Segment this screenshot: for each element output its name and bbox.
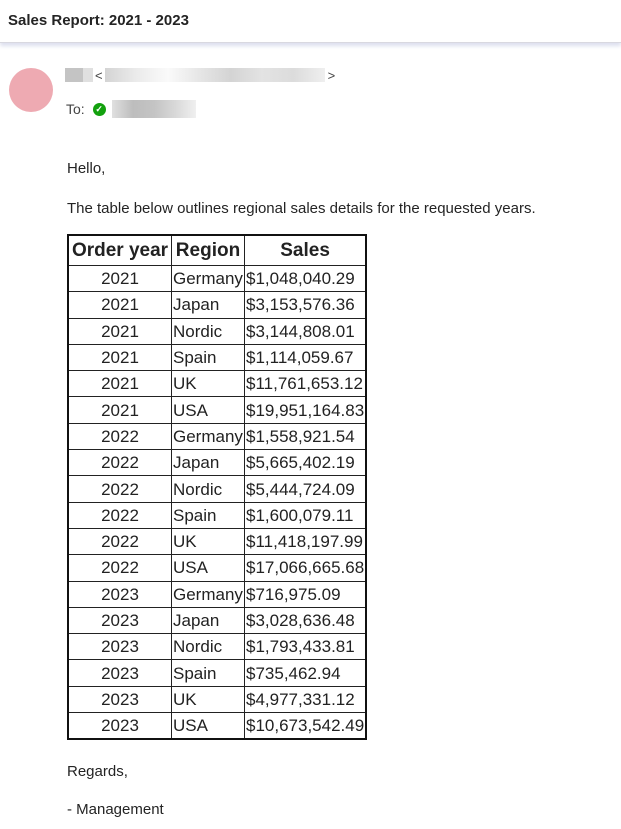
order-year-cell: 2021 (67, 370, 172, 398)
region-cell: Spain (171, 343, 245, 372)
sales-cell: $3,153,576.36 (244, 291, 367, 319)
region-cell: UK (171, 527, 245, 556)
region-cell: Japan (171, 449, 245, 477)
region-cell: Spain (171, 501, 245, 529)
order-year-cell: 2023 (67, 606, 172, 635)
region-cell: Germany (171, 580, 245, 608)
region-cell: UK (171, 370, 245, 398)
table-row: 2021 Japan $3,153,576.36 (67, 291, 367, 319)
sales-cell: $1,048,040.29 (244, 264, 367, 293)
order-year-cell: 2022 (67, 449, 172, 477)
order-year-cell: 2021 (67, 264, 172, 293)
table-row: 2023 Nordic $1,793,433.81 (67, 633, 367, 661)
message-subject: Sales Report: 2021 - 2023 (8, 12, 189, 29)
region-cell: Nordic (171, 317, 245, 345)
region-cell: UK (171, 685, 245, 714)
sales-cell: $1,114,059.67 (244, 343, 367, 372)
sales-cell: $1,558,921.54 (244, 422, 367, 451)
sales-cell: $11,418,197.99 (244, 527, 367, 556)
sales-cell: $10,673,542.49 (244, 712, 367, 740)
sales-cell: $3,144,808.01 (244, 317, 367, 345)
table-row: 2021 USA $19,951,164.83 (67, 396, 367, 424)
verified-check-icon: ✓ (92, 102, 106, 116)
sales-table: Order year Region Sales 2021 Germany $1,04… (67, 234, 368, 741)
order-year-cell: 2023 (67, 712, 172, 740)
order-year-cell: 2021 (67, 343, 172, 372)
region-cell: Japan (171, 291, 245, 319)
table-row: 2023 Germany $716,975.09 (67, 580, 367, 608)
table-row: 2021 Spain $1,114,059.67 (67, 343, 367, 372)
region-cell: USA (171, 396, 245, 424)
table-row: 2023 Japan $3,028,636.48 (67, 606, 367, 635)
region-cell: USA (171, 554, 245, 582)
sales-cell: $5,665,402.19 (244, 449, 367, 477)
table-row: 2023 Spain $735,462.94 (67, 659, 367, 687)
region-cell: Japan (171, 606, 245, 635)
table-row: 2023 USA $10,673,542.49 (67, 712, 367, 740)
region-cell: USA (171, 712, 245, 740)
region-cell: Spain (171, 659, 245, 687)
order-year-cell: 2023 (67, 633, 172, 661)
table-row: 2021 UK $11,761,653.12 (67, 370, 367, 398)
order-year-cell: 2023 (67, 685, 172, 714)
order-year-cell: 2022 (67, 554, 172, 582)
region-cell: Nordic (171, 475, 245, 503)
order-year-cell: 2022 (67, 527, 172, 556)
intro-text: The table below outlines regional sales … (67, 200, 536, 217)
column-header: Region (171, 234, 245, 266)
greeting: Hello, (67, 160, 106, 177)
sales-cell: $735,462.94 (244, 659, 367, 687)
sales-cell: $4,977,331.12 (244, 685, 367, 714)
order-year-cell: 2023 (67, 659, 172, 687)
order-year-cell: 2021 (67, 396, 172, 424)
order-year-cell: 2022 (67, 422, 172, 451)
order-year-cell: 2021 (67, 317, 172, 345)
region-cell: Germany (171, 422, 245, 451)
sales-cell: $5,444,724.09 (244, 475, 367, 503)
recipients: To: ✓ (66, 100, 196, 118)
table-row: 2021 Nordic $3,144,808.01 (67, 317, 367, 345)
recipient-redacted[interactable] (111, 100, 196, 118)
sender-avatar[interactable] (9, 68, 53, 112)
sales-cell: $19,951,164.83 (244, 396, 367, 424)
sales-cell: $3,028,636.48 (244, 606, 367, 635)
table-row: 2022 Japan $5,665,402.19 (67, 449, 367, 477)
table-row: 2022 Spain $1,600,079.11 (67, 501, 367, 529)
order-year-cell: 2021 (67, 291, 172, 319)
order-year-cell: 2023 (67, 580, 172, 608)
signature: - Management (67, 801, 164, 818)
sender-redacted[interactable]: < > (65, 67, 335, 83)
sales-cell: $1,600,079.11 (244, 501, 367, 529)
region-cell: Nordic (171, 633, 245, 661)
region-cell: Germany (171, 264, 245, 293)
table-row: 2021 Germany $1,048,040.29 (67, 264, 367, 293)
closing: Regards, (67, 763, 128, 780)
table-row: 2022 USA $17,066,665.68 (67, 554, 367, 582)
table-row: 2023 UK $4,977,331.12 (67, 685, 367, 714)
table-row: 2022 Nordic $5,444,724.09 (67, 475, 367, 503)
column-header: Order year (67, 234, 172, 266)
table-row: 2022 Germany $1,558,921.54 (67, 422, 367, 451)
sales-cell: $716,975.09 (244, 580, 367, 608)
to-label: To: (66, 101, 85, 117)
message-header: Sales Report: 2021 - 2023 (0, 0, 621, 43)
sales-cell: $11,761,653.12 (244, 370, 367, 398)
sales-cell: $1,793,433.81 (244, 633, 367, 661)
order-year-cell: 2022 (67, 475, 172, 503)
table-row: 2022 UK $11,418,197.99 (67, 527, 367, 556)
order-year-cell: 2022 (67, 501, 172, 529)
column-header: Sales (244, 234, 367, 266)
sales-cell: $17,066,665.68 (244, 554, 367, 582)
